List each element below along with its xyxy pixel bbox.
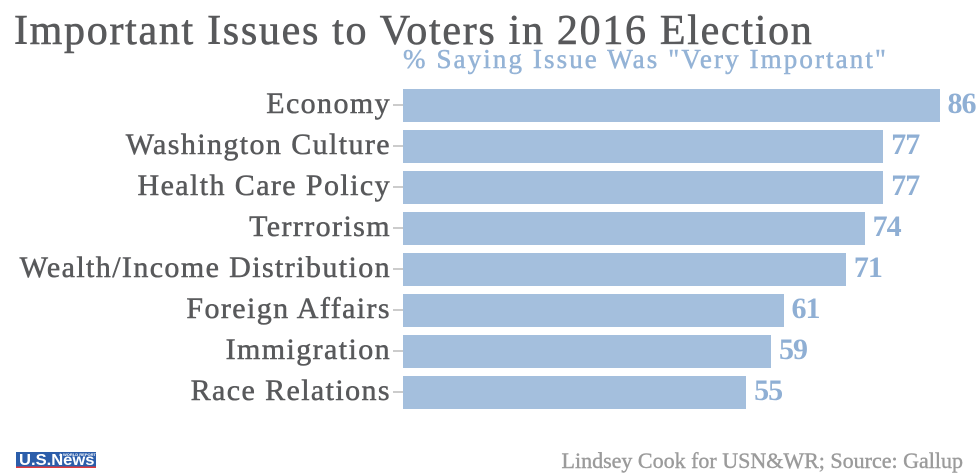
svg-text:& WORLD REPORT: & WORLD REPORT <box>59 453 96 457</box>
svg-text:U.S.News: U.S.News <box>19 452 95 468</box>
